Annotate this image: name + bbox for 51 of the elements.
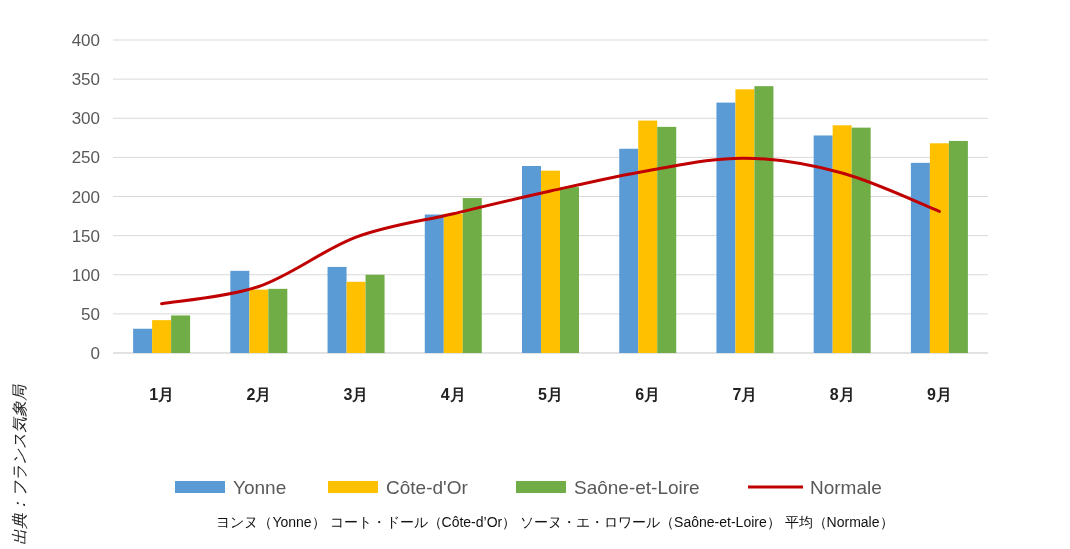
bar — [910, 162, 930, 353]
x-tick-label: 7月 — [732, 386, 758, 403]
bar — [152, 320, 172, 353]
bar — [462, 198, 482, 353]
y-tick-label: 300 — [71, 109, 100, 129]
legend-label: Saône-et-Loire — [574, 477, 700, 498]
y-tick-label: 200 — [71, 187, 100, 207]
x-tick-label: 9月 — [926, 386, 952, 403]
x-tick-label: 1月 — [149, 386, 175, 403]
bar — [230, 270, 250, 353]
bar — [365, 274, 385, 353]
bar — [948, 140, 968, 353]
bar — [813, 135, 833, 353]
bar — [133, 328, 153, 353]
bar — [443, 213, 463, 353]
y-tick-label: 250 — [71, 148, 100, 168]
x-tick-label: 4月 — [440, 386, 466, 403]
bar — [327, 266, 347, 353]
bar — [851, 127, 871, 353]
bar — [249, 289, 269, 353]
bar — [754, 86, 774, 353]
bar — [424, 214, 444, 353]
bar — [541, 170, 560, 353]
bar — [638, 120, 658, 353]
bar — [522, 165, 541, 353]
legend-label: Normale — [810, 477, 882, 498]
x-tick-label: 5月 — [538, 386, 563, 403]
x-tick-label: 6月 — [635, 386, 661, 403]
bar — [560, 187, 579, 353]
y-tick-label: 0 — [90, 344, 100, 363]
bar — [657, 126, 677, 353]
text: ヨンヌ（Yonne） コート・ドール（Côte-d’Or） ソーヌ・エ・ロワール（Saône-et-Loire） 平均（Normale） — [216, 514, 894, 530]
x-tick-label: 2月 — [246, 386, 272, 403]
y-tick-label: 100 — [71, 265, 100, 285]
y-tick-label: 350 — [71, 70, 100, 90]
bar — [346, 281, 366, 353]
y-tick-label: 50 — [81, 304, 100, 324]
bar — [171, 315, 191, 353]
legend-label: Côte-d'Or — [386, 477, 469, 498]
bar — [735, 89, 755, 353]
legend-label: Yonne — [233, 477, 287, 498]
bar — [716, 102, 736, 353]
bar — [619, 148, 639, 353]
x-tick-label: 3月 — [343, 386, 369, 403]
bar — [832, 125, 852, 353]
y-tick-label: 400 — [71, 31, 100, 50]
source-note: 出典：フランス気象局 — [11, 384, 28, 545]
bar — [268, 288, 288, 353]
x-tick-label: 8月 — [829, 386, 855, 403]
bar — [929, 143, 949, 353]
y-tick-label: 150 — [71, 226, 100, 246]
